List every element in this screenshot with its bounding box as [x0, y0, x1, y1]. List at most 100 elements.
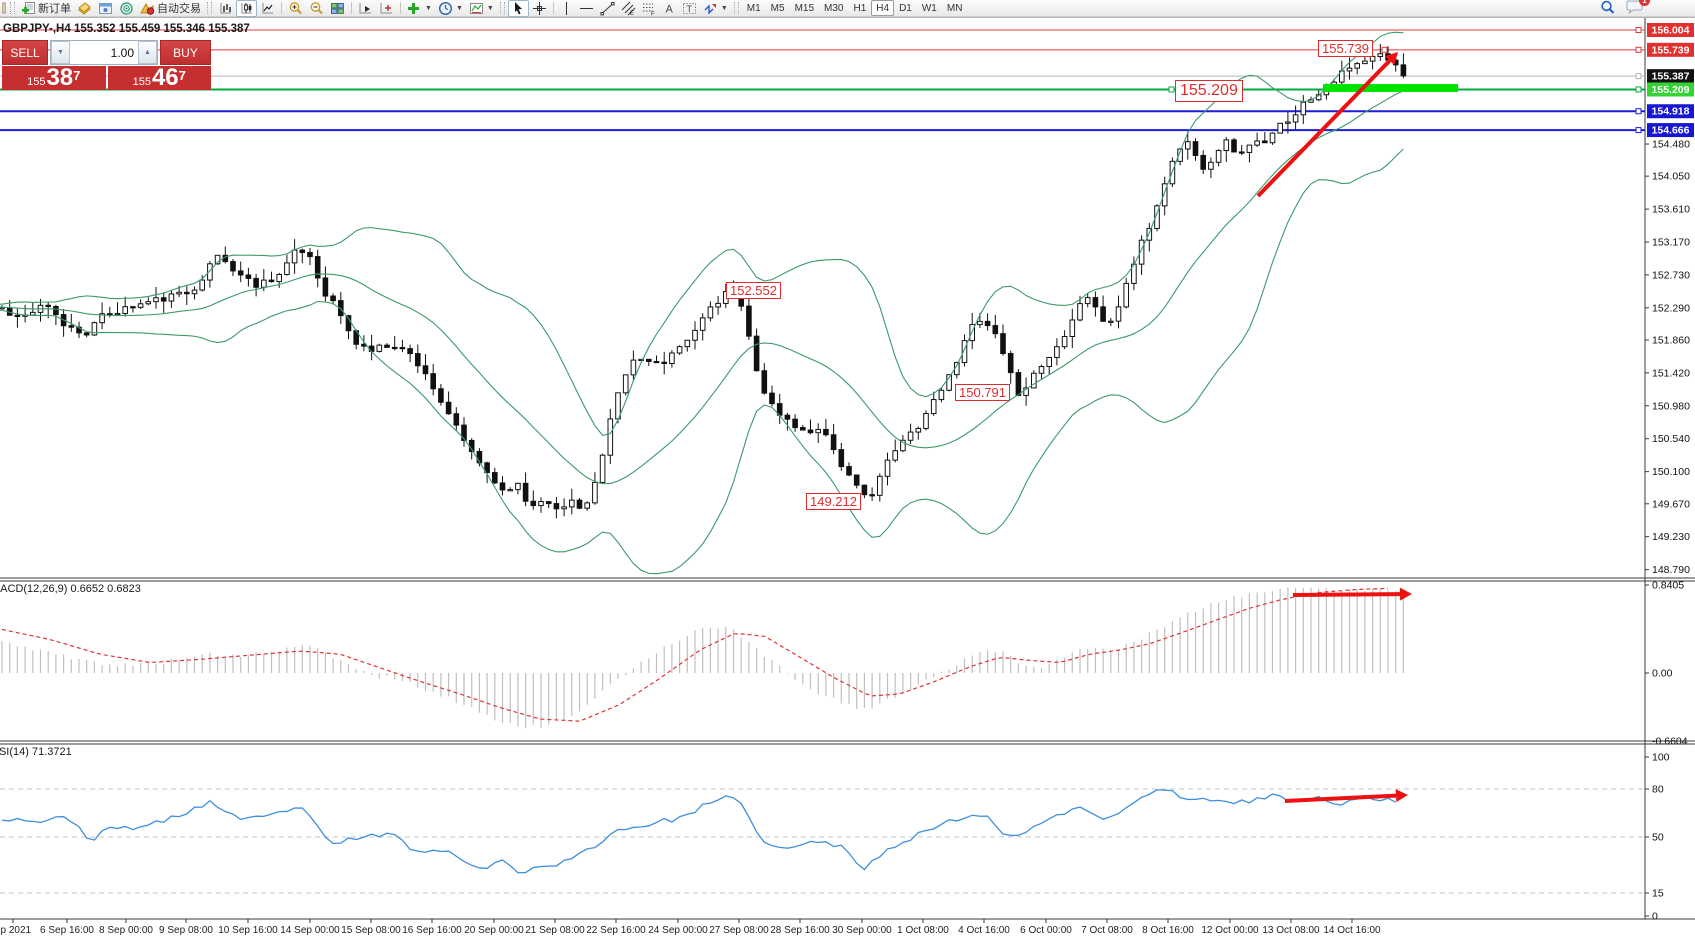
arrow-objects-icon	[704, 3, 716, 15]
fibonacci-tool-button[interactable]: F	[639, 0, 660, 17]
indicators-button[interactable]: ▼	[404, 0, 435, 17]
toolbar-grip	[207, 2, 212, 14]
tile-windows-button[interactable]	[327, 0, 348, 17]
text-tool-button[interactable]: A	[660, 0, 679, 17]
svg-text:9 Sep 08:00: 9 Sep 08:00	[159, 925, 213, 936]
svg-text:24 Sep 00:00: 24 Sep 00:00	[648, 925, 708, 936]
bar-chart-type-button[interactable]	[215, 0, 236, 17]
market-watch-button[interactable]	[95, 0, 116, 17]
level-line-label-155.739[interactable]: 155.739	[1381, 42, 1694, 57]
svg-text:30 Sep 00:00: 30 Sep 00:00	[832, 925, 892, 936]
time-axis[interactable]: ep 2021 6 Sep 16:00 8 Sep 00:00 9 Sep 08:00…	[0, 919, 1381, 936]
svg-text:7 Oct 08:00: 7 Oct 08:00	[1081, 925, 1133, 936]
svg-text:155.387: 155.387	[1652, 71, 1690, 83]
one-click-trading-panel: SELL ▼ ▲ BUY 155 38 7 155 46 7	[2, 40, 211, 90]
svg-text:ep 2021: ep 2021	[0, 925, 32, 936]
text-icon: A	[665, 3, 673, 15]
toolbar-grip	[733, 2, 739, 14]
vertical-line-icon	[565, 1, 567, 15]
timeframe-button-H1[interactable]: H1	[853, 2, 867, 14]
candlestick-type-button[interactable]	[236, 0, 257, 17]
macd-pane: 0.8405 0.00 -0.6604	[1, 580, 1688, 748]
trend-arrow[interactable]	[1256, 52, 1398, 198]
level-line-label-156.004[interactable]: 156.004	[1635, 23, 1694, 38]
sell-price-prefix: 155	[27, 76, 46, 88]
timeframe-button-M15[interactable]: M15	[794, 2, 815, 14]
volume-decrease-button[interactable]: ▼	[51, 41, 70, 64]
price-callout-155.739[interactable]: 155.739	[1318, 40, 1373, 57]
timeframe-button-H4[interactable]: H4	[871, 0, 895, 16]
arrows-tool-button[interactable]: ▼	[700, 0, 731, 17]
bar-chart-type-icon	[220, 2, 231, 13]
trendline-icon	[600, 1, 615, 15]
text-label-tool-button[interactable]: T	[679, 0, 700, 17]
candlesticks	[0, 43, 1407, 519]
svg-text:150.540: 150.540	[1652, 433, 1690, 445]
buy-price-tile[interactable]: 155 46 7	[107, 66, 211, 90]
buy-button[interactable]: BUY	[160, 40, 211, 65]
auto-scroll-button[interactable]	[355, 0, 376, 17]
svg-text:0.8405: 0.8405	[1652, 580, 1684, 592]
toolbar-grip	[499, 2, 505, 14]
svg-text:50: 50	[1652, 832, 1664, 844]
horizontal-level-lines[interactable]	[0, 29, 1645, 132]
toolbar-separator	[281, 2, 282, 14]
clipped-icon	[2, 2, 6, 14]
timeframe-toolbar: M1 M5 M15 M30 H1 H4 D1 W1 MN	[742, 0, 968, 16]
svg-text:155.739: 155.739	[1652, 44, 1690, 56]
svg-text:100: 100	[1652, 752, 1670, 764]
line-chart-type-button[interactable]	[257, 0, 278, 17]
level-line-label-154.666[interactable]: 154.666	[1635, 123, 1694, 138]
chart-shift-button[interactable]	[376, 0, 397, 17]
sell-price-big: 38	[46, 66, 74, 90]
signals-button[interactable]	[116, 0, 137, 17]
volume-input[interactable]	[70, 41, 138, 64]
price-callout-149.212[interactable]: 149.212	[806, 493, 861, 510]
vertical-line-tool-button[interactable]	[557, 0, 576, 17]
green-highlight-bar[interactable]	[1323, 84, 1458, 92]
timeframe-button-W1[interactable]: W1	[921, 2, 937, 14]
level-line-label-155.209[interactable]: 155.209	[1168, 82, 1694, 97]
svg-text:28 Sep 16:00: 28 Sep 16:00	[770, 925, 830, 936]
svg-text:154.480: 154.480	[1652, 139, 1690, 151]
crosshair-tool-button[interactable]	[529, 0, 550, 17]
search-icon[interactable]	[1600, 0, 1616, 16]
price-callout-150.791[interactable]: 150.791	[955, 384, 1010, 401]
equidistant-channel-tool-button[interactable]: E	[618, 0, 639, 17]
autotrading-button[interactable]: 自动交易	[137, 0, 204, 17]
rsi-indicator-label: RSI(14) 71.3721	[0, 746, 72, 758]
volume-increase-button[interactable]: ▲	[138, 41, 157, 64]
clipped-edge-icon	[1, 0, 7, 17]
new-order-button[interactable]: 新订单	[18, 0, 74, 17]
horizontal-line-tool-button[interactable]	[576, 0, 597, 17]
templates-icon	[469, 2, 483, 14]
equidistant-channel-icon: E	[621, 1, 636, 16]
price-callout-155.209[interactable]: 155.209	[1175, 80, 1243, 102]
timeframe-button-M1[interactable]: M1	[746, 2, 761, 14]
sell-button[interactable]: SELL	[2, 40, 48, 65]
timeframe-button-M5[interactable]: M5	[770, 2, 785, 14]
timeframe-button-D1[interactable]: D1	[899, 2, 912, 14]
svg-text:F: F	[651, 11, 655, 16]
svg-text:149.230: 149.230	[1652, 531, 1690, 543]
chart-shift-icon	[380, 2, 392, 13]
notifications-button[interactable]: 1	[1626, 0, 1650, 17]
timeframe-button-MN[interactable]: MN	[946, 2, 963, 14]
level-line-label-154.918[interactable]: 154.918	[1635, 104, 1694, 119]
price-callout-152.552[interactable]: 152.552	[726, 282, 781, 299]
svg-text:156.004: 156.004	[1652, 25, 1690, 37]
level-line-label-155.387[interactable]: 155.387	[1635, 69, 1694, 84]
svg-text:152.730: 152.730	[1652, 269, 1690, 281]
sell-price-tile[interactable]: 155 38 7	[2, 66, 106, 90]
depth-of-market-button[interactable]	[74, 0, 95, 17]
templates-button[interactable]: ▼	[466, 0, 497, 17]
zoom-out-button[interactable]	[306, 0, 327, 17]
timeframe-button-M30[interactable]: M30	[824, 2, 844, 14]
cursor-tool-button[interactable]	[507, 0, 529, 17]
zoom-in-button[interactable]	[285, 0, 306, 17]
main-toolbar: 新订单 自动交易	[0, 0, 1695, 17]
periods-button[interactable]: ▼	[435, 0, 466, 17]
horizontal-line-icon	[579, 7, 593, 9]
trendline-tool-button[interactable]	[597, 0, 618, 17]
